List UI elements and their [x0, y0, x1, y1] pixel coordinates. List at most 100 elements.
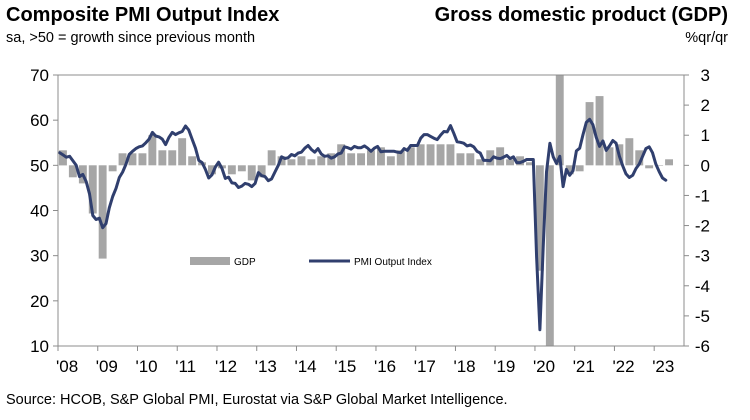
x-tick-label: '19	[493, 357, 515, 376]
gdp-bar-2022Q3	[635, 150, 644, 166]
right-tick-label: 0	[701, 156, 710, 175]
x-tick-label: '12	[215, 357, 237, 376]
x-tick-label: '22	[612, 357, 634, 376]
gdp-bar-2008Q2	[68, 165, 77, 178]
gdp-bar-2019Q3	[516, 156, 524, 166]
x-tick-label: '14	[294, 357, 316, 376]
gdp-bar-2022Q4	[645, 165, 654, 169]
x-tick-label: '09	[96, 357, 118, 376]
x-tick-label: '08	[56, 357, 78, 376]
right-tick-label: -5	[695, 307, 710, 326]
x-tick-label: '17	[414, 357, 436, 376]
chart-legend: GDP PMI Output Index	[190, 257, 432, 268]
gdp-bar-2018Q4	[486, 150, 495, 166]
gdp-bar-2013Q4	[287, 159, 296, 166]
gdp-bar-2020Q4	[565, 165, 574, 175]
right-tick-label: 2	[701, 96, 710, 115]
pmi-line	[58, 117, 668, 332]
left-axis-subtitle: sa, >50 = growth since previous month	[6, 30, 256, 46]
gdp-bar-2012Q2	[227, 165, 236, 175]
x-tick-label: '10	[135, 357, 157, 376]
gdp-bar-2013Q1	[257, 165, 266, 178]
gdp-bar-2015Q2	[347, 153, 356, 166]
x-tick-label: '20	[533, 357, 555, 376]
axis-ticks: 10 20 30 40 50 60 70 -6 -5 -4 -3 -2 -1 0 1 2 3 '08 '09 '10 '…	[30, 66, 710, 376]
gdp-bar-2013Q2	[267, 150, 276, 166]
x-tick-label: '11	[175, 357, 196, 376]
right-tick-label: -3	[695, 247, 710, 266]
right-tick-label: 3	[701, 66, 710, 85]
gdp-bar-2017Q1	[416, 144, 425, 166]
gdp-bar-2020Q2	[545, 165, 554, 346]
x-tick-label: '23	[652, 357, 674, 376]
gdp-bar-2020Q1	[535, 165, 544, 271]
gdp-bar-2019Q1	[496, 147, 505, 166]
legend-gdp-swatch	[190, 257, 230, 265]
legend-pmi-label: PMI Output Index	[354, 257, 432, 268]
gdp-bar-2012Q3	[237, 165, 246, 172]
gdp-bar-2014Q3	[317, 156, 326, 166]
gdp-bar-2010Q2	[148, 135, 157, 166]
gdp-bar-2017Q3	[436, 144, 445, 166]
gdp-bar-2009Q1	[98, 165, 107, 259]
right-axis-subtitle: %qr/qr	[685, 30, 728, 46]
gdp-bar-2008Q4	[88, 165, 97, 214]
gdp-bar-2009Q3	[118, 153, 127, 166]
right-tick-label: -4	[695, 277, 710, 296]
gdp-bar-2014Q1	[297, 156, 306, 166]
gdp-bar-2023Q2	[665, 159, 673, 166]
right-axis-title: Gross domestic product (GDP)	[434, 4, 728, 26]
gdp-bar-2016Q2	[386, 156, 395, 166]
gdp-bar-2017Q4	[446, 144, 455, 166]
gdp-bar-2019Q4	[526, 162, 534, 166]
gdp-bar-2020Q3	[555, 75, 564, 166]
x-tick-label: '18	[453, 357, 475, 376]
x-tick-label: '16	[374, 357, 396, 376]
gdp-bar-2018Q3	[476, 159, 485, 166]
left-tick-label: 70	[30, 66, 49, 85]
gdp-bar-2015Q4	[367, 150, 375, 166]
gdp-bar-2015Q1	[337, 144, 346, 166]
gdp-bar-2018Q2	[466, 153, 475, 166]
gdp-bar-2010Q3	[158, 150, 167, 166]
left-tick-label: 20	[30, 292, 49, 311]
gdp-bars	[59, 75, 673, 346]
gdp-bar-2016Q3	[396, 150, 405, 166]
gdp-bar-2011Q1	[178, 138, 187, 166]
gdp-bar-2021Q3	[595, 96, 604, 166]
gdp-bar-2009Q4	[128, 153, 137, 166]
gdp-bar-2015Q3	[357, 153, 365, 166]
gdp-bar-2018Q1	[456, 153, 465, 166]
gdp-bar-2019Q2	[506, 159, 514, 166]
x-tick-label: '13	[255, 357, 277, 376]
right-tick-label: -1	[695, 186, 710, 205]
gdp-bar-2021Q1	[575, 165, 584, 172]
right-tick-label: -6	[695, 337, 710, 356]
left-tick-label: 50	[30, 156, 49, 175]
left-tick-label: 10	[30, 337, 49, 356]
x-tick-label: '15	[334, 357, 356, 376]
gdp-bar-2014Q2	[307, 159, 316, 166]
gdp-bar-2021Q2	[585, 102, 594, 166]
gdp-bar-2011Q4	[208, 165, 216, 175]
left-tick-label: 60	[30, 111, 49, 130]
gdp-bar-2012Q4	[247, 165, 256, 181]
left-tick-label: 30	[30, 247, 49, 266]
right-tick-label: 1	[701, 126, 710, 145]
left-tick-label: 40	[30, 202, 49, 221]
left-axis-title: Composite PMI Output Index	[6, 4, 280, 26]
gdp-bar-2023Q1	[655, 165, 664, 166]
legend-gdp-label: GDP	[234, 257, 256, 268]
gdp-bar-2010Q1	[138, 153, 147, 166]
gdp-bar-2017Q2	[426, 144, 435, 166]
gdp-bar-2011Q2	[188, 156, 197, 166]
source-note: Source: HCOB, S&P Global PMI, Eurostat v…	[6, 392, 508, 408]
x-tick-label: '21	[573, 357, 595, 376]
gdp-bar-2021Q4	[605, 147, 614, 166]
gdp-bar-2009Q2	[108, 165, 117, 172]
right-tick-label: -2	[695, 217, 710, 236]
gdp-bar-2008Q1	[59, 150, 67, 166]
gdp-bar-2016Q1	[377, 147, 385, 166]
gdp-bar-2022Q2	[625, 138, 634, 166]
gdp-bar-2010Q4	[168, 150, 177, 166]
